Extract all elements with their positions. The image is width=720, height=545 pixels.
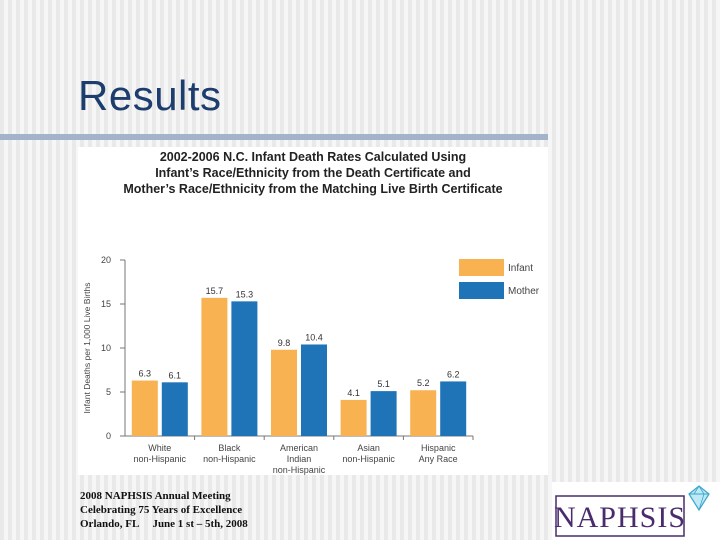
- footer-dates: June 1 st – 5th, 2008: [152, 518, 248, 530]
- footer: 2008 NAPHSIS Annual Meeting Celebrating …: [80, 489, 248, 531]
- logo-wordmark: NAPHSIS: [554, 501, 686, 534]
- footer-line-3: Orlando, FL June 1 st – 5th, 2008: [80, 517, 248, 531]
- legend-swatch-infant: [459, 259, 504, 276]
- bar-mother: [301, 344, 327, 436]
- bar-mother: [161, 382, 188, 436]
- chart-title-line: Mother’s Race/Ethnicity from the Matchin…: [123, 182, 502, 196]
- bar-value-label: 9.8: [278, 338, 291, 348]
- bar-value-label: 6.2: [447, 369, 460, 379]
- bar-value-label: 6.1: [169, 370, 182, 380]
- chart-title-line: 2002-2006 N.C. Infant Death Rates Calcul…: [160, 150, 466, 164]
- x-category-label: non-Hispanic: [203, 454, 256, 464]
- bar-mother: [231, 301, 258, 436]
- bar-value-label: 15.3: [236, 289, 254, 299]
- bar-value-label: 6.3: [139, 369, 152, 379]
- title-divider: [0, 134, 548, 140]
- y-tick-label: 15: [101, 299, 111, 309]
- bar-infant: [410, 390, 437, 436]
- bar-value-label: 5.2: [417, 378, 430, 388]
- chart-panel: 2002-2006 N.C. Infant Death Rates Calcul…: [78, 147, 548, 475]
- footer-city: Orlando, FL: [80, 518, 139, 530]
- naphsis-logo: NAPHSIS: [552, 482, 720, 540]
- legend-label-infant: Infant: [508, 263, 533, 274]
- bar-value-label: 4.1: [347, 388, 360, 398]
- legend-swatch-mother: [459, 282, 504, 299]
- footer-line-2: Celebrating 75 Years of Excellence: [80, 504, 243, 516]
- x-category-label: American: [280, 443, 318, 453]
- y-tick-label: 10: [101, 343, 111, 353]
- bar-value-label: 10.4: [305, 332, 323, 342]
- x-category-label: Black: [218, 443, 241, 453]
- chart-title-line: Infant’s Race/Ethnicity from the Death C…: [155, 166, 471, 180]
- bar-chart: 2002-2006 N.C. Infant Death Rates Calcul…: [82, 150, 540, 475]
- y-tick-label: 5: [106, 387, 111, 397]
- x-category-label: non-Hispanic: [134, 454, 187, 464]
- x-category-label: Hispanic: [421, 443, 456, 453]
- bar-infant: [201, 297, 228, 436]
- bar-infant: [131, 380, 158, 436]
- x-category-label: White: [148, 443, 171, 453]
- x-category-label: Asian: [357, 443, 380, 453]
- bar-infant: [340, 399, 367, 436]
- slide-title: Results: [78, 72, 222, 119]
- bar-mother: [370, 391, 397, 436]
- y-tick-label: 20: [101, 255, 111, 265]
- footer-line-1: 2008 NAPHSIS Annual Meeting: [80, 490, 231, 502]
- bar-value-label: 5.1: [377, 379, 390, 389]
- x-category-label: non-Hispanic: [273, 465, 326, 475]
- x-category-label: Indian: [287, 454, 312, 464]
- bar-value-label: 15.7: [206, 286, 224, 296]
- x-category-label: non-Hispanic: [342, 454, 395, 464]
- legend-label-mother: Mother: [508, 286, 540, 297]
- y-axis-label: Infant Deaths per 1,000 Live Births: [82, 283, 92, 414]
- y-tick-label: 0: [106, 431, 111, 441]
- diamond-icon: [688, 485, 710, 512]
- bar-mother: [440, 381, 467, 436]
- logo-frame: [555, 495, 685, 537]
- bar-infant: [271, 349, 297, 436]
- x-category-label: Any Race: [419, 454, 458, 464]
